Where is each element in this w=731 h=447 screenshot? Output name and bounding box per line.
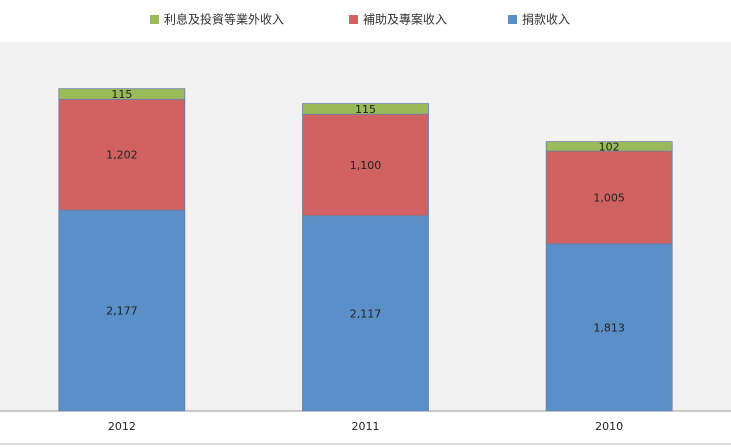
bar-segment [58, 209, 186, 412]
data-label: 2,117 [350, 307, 382, 320]
legend-swatch [150, 15, 159, 24]
bar-segment [58, 98, 186, 211]
data-label: 115 [111, 88, 132, 101]
bar-segment [545, 243, 673, 412]
x-tick-label: 2010 [595, 420, 623, 433]
data-label: 115 [355, 103, 376, 116]
bar-segment [545, 141, 673, 152]
bar-segment [302, 113, 429, 217]
data-label: 1,100 [350, 159, 382, 172]
x-tick-label: 2011 [352, 420, 380, 433]
data-label: 1,202 [106, 149, 138, 162]
x-tick-label: 2012 [108, 420, 136, 433]
legend-swatch [508, 15, 517, 24]
legend-label: 補助及專案收入 [363, 12, 447, 27]
data-label: 2,177 [106, 305, 138, 318]
bar-segment [302, 215, 429, 412]
legend-label: 捐款收入 [522, 13, 570, 27]
legend: 利息及投資等業外收入 補助及專案收入 捐款收入 [150, 12, 570, 27]
bar-segment [302, 103, 429, 115]
bar-segment [545, 150, 673, 245]
bar-segment [58, 88, 186, 100]
data-label: 1,813 [593, 321, 625, 334]
legend-swatch [349, 15, 358, 24]
data-label: 1,005 [593, 191, 625, 204]
data-label: 102 [599, 140, 620, 153]
legend-label: 利息及投資等業外收入 [164, 12, 284, 27]
